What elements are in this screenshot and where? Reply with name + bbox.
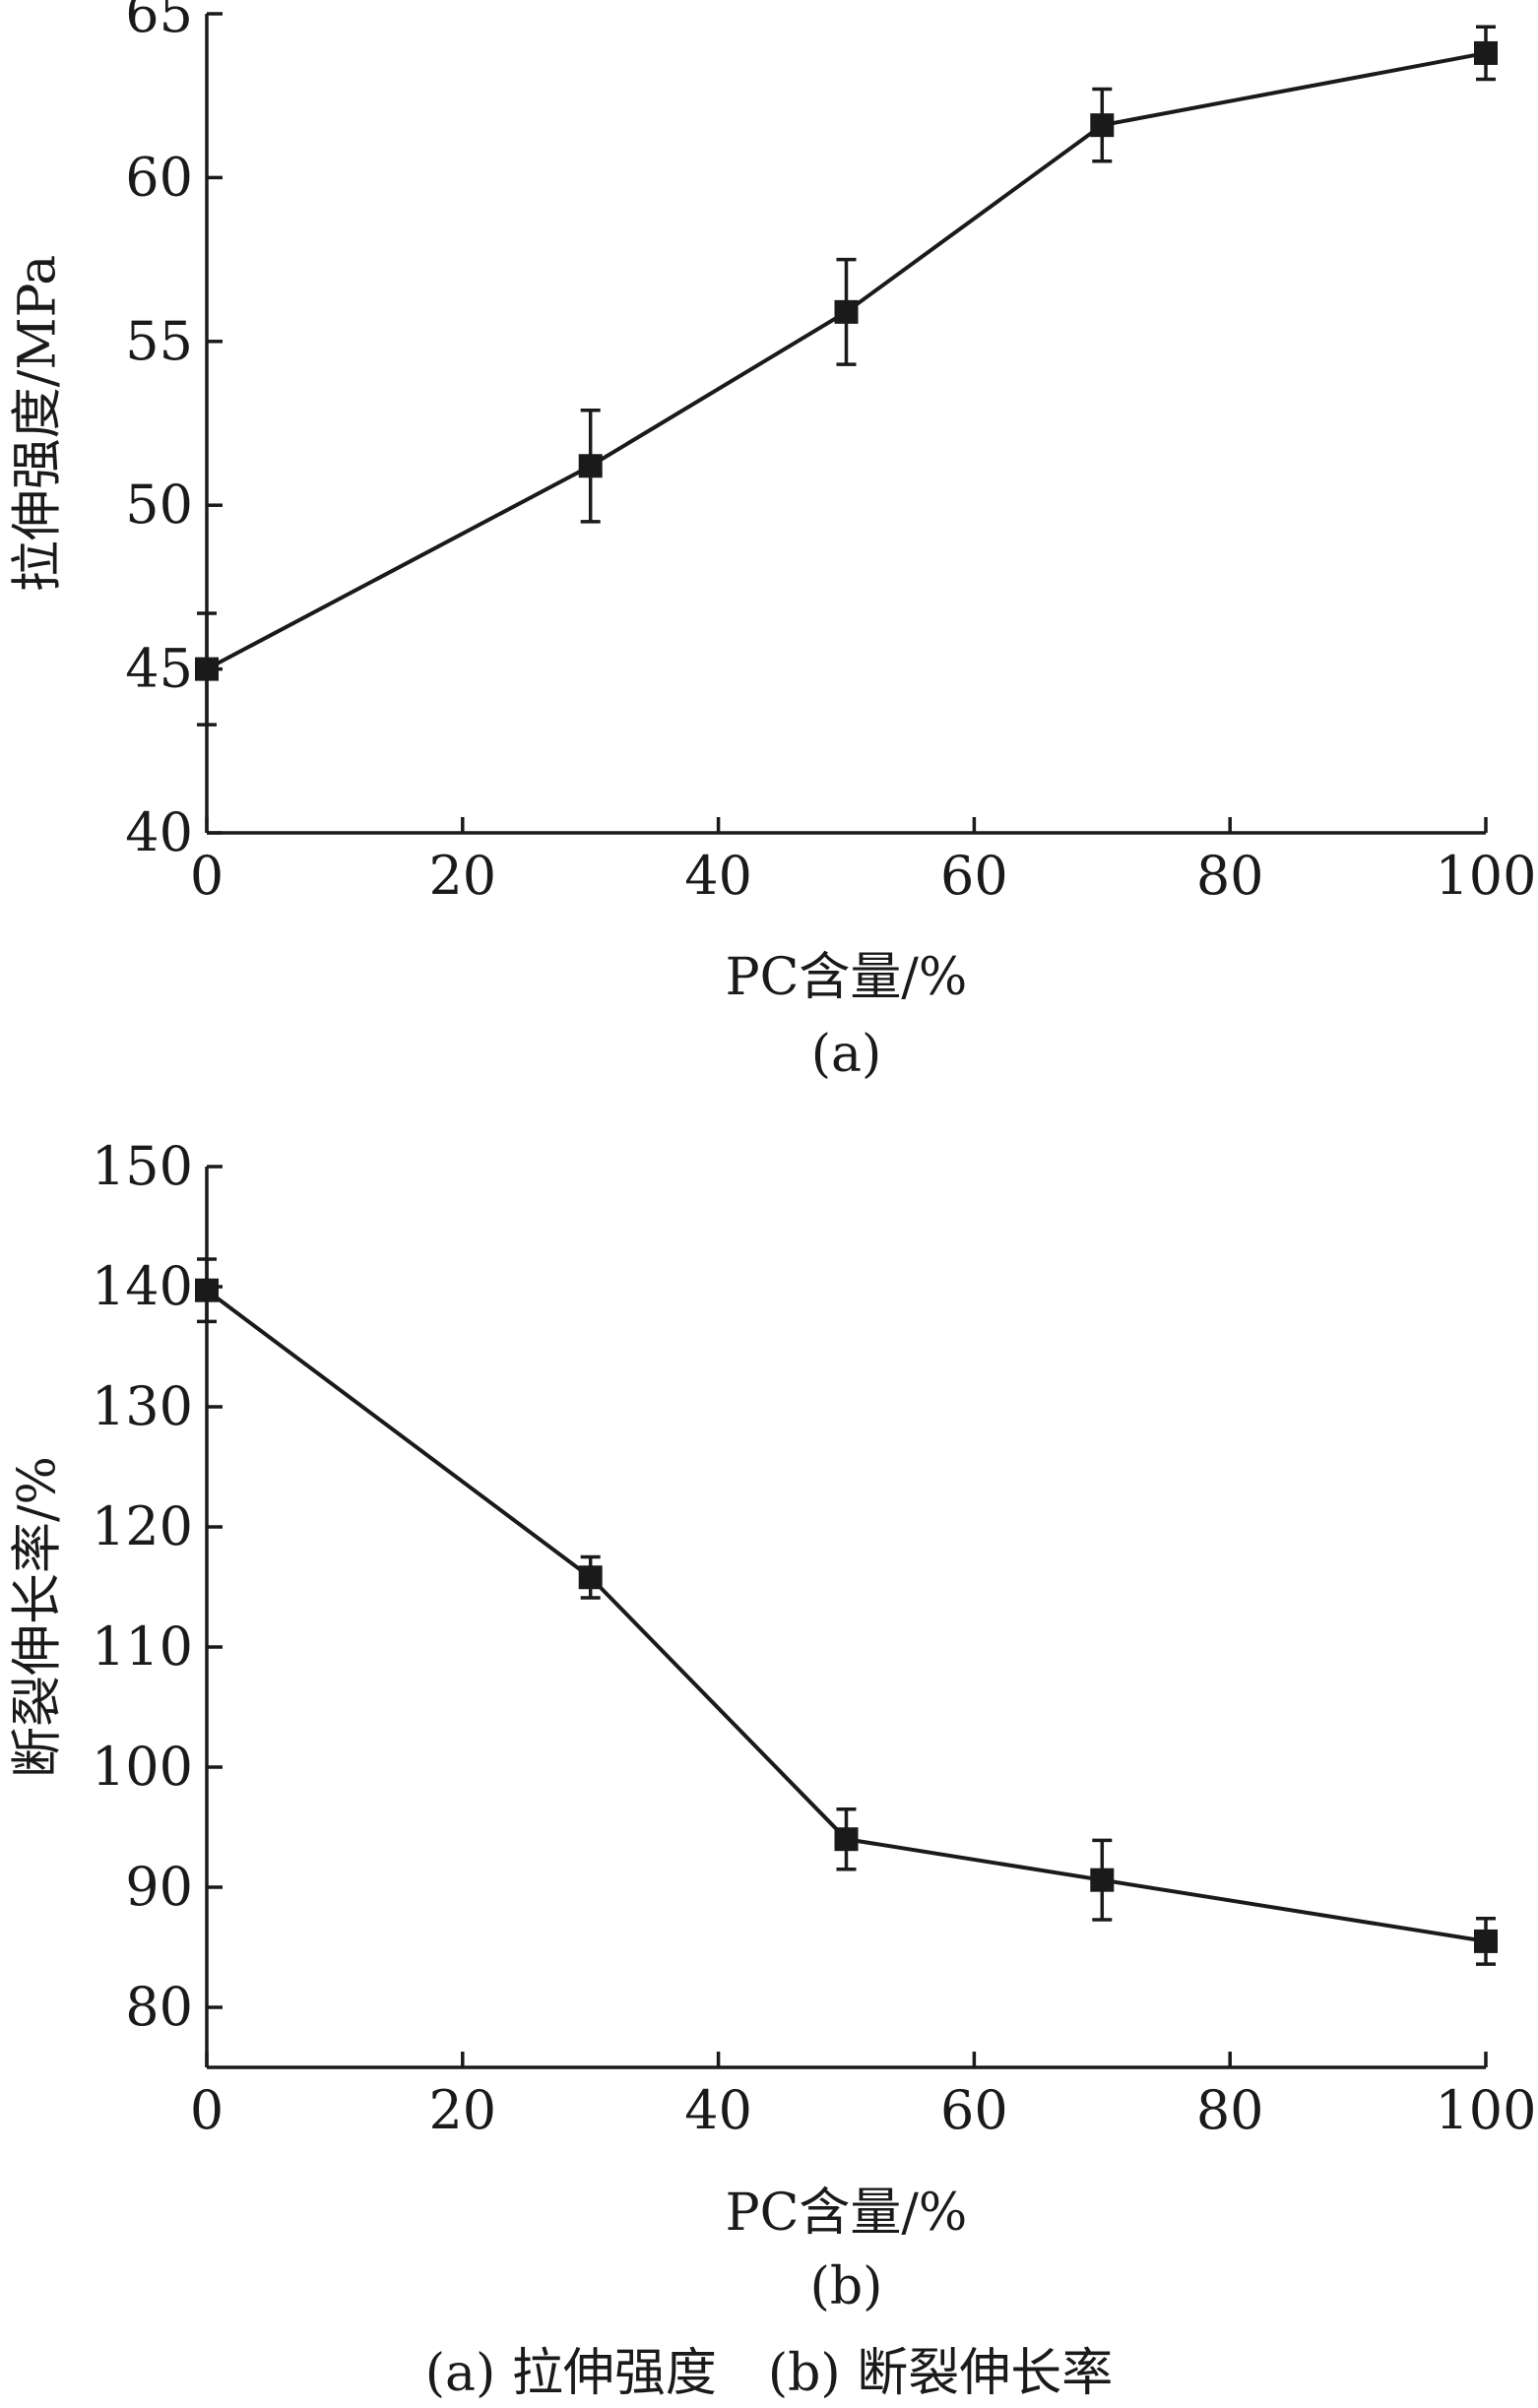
y-tick-label: 80 [125, 1976, 193, 2038]
y-tick-label: 65 [125, 0, 193, 44]
x-tick-label: 40 [684, 2079, 752, 2141]
x-tick-label: 60 [940, 845, 1008, 907]
panel-label: (a) [811, 1025, 882, 1084]
y-tick-label: 150 [92, 1135, 193, 1197]
panel-b-elongation-at-break: 0 20 40 60 80 100 80 90 100 110 120 130 140 150 PC含量/%… [9, 1135, 1537, 2316]
data-point-marker [1090, 113, 1115, 138]
panel-a-tensile-strength: 0 20 40 60 80 100 40 45 50 55 60 65 PC含量/% 拉伸强度/MPa (a… [9, 0, 1537, 1084]
x-tick-label: 40 [684, 845, 752, 907]
data-point-marker [1474, 1929, 1498, 1953]
data-point-marker [834, 299, 859, 324]
y-tick-label: 120 [92, 1495, 193, 1557]
x-tick-label: 0 [190, 2079, 224, 2141]
data-point-marker [1090, 1868, 1115, 1892]
data-point-marker [578, 1565, 603, 1590]
x-tick-label: 100 [1435, 2079, 1536, 2141]
y-tick-label: 110 [92, 1616, 193, 1678]
y-tick-label: 40 [125, 801, 193, 863]
y-tick-label: 130 [92, 1375, 193, 1437]
x-tick-label: 100 [1435, 845, 1536, 907]
x-tick-label: 20 [428, 845, 496, 907]
x-tick-label: 80 [1196, 2079, 1264, 2141]
y-tick-label: 60 [125, 146, 193, 208]
y-tick-label: 90 [125, 1856, 193, 1918]
panel-label: (b) [810, 2257, 883, 2316]
x-tick-label: 0 [190, 845, 224, 907]
data-point-marker [834, 1827, 859, 1852]
y-tick-label: 140 [92, 1255, 193, 1317]
y-tick-label: 55 [125, 310, 193, 372]
x-axis-title: PC含量/% [726, 2184, 968, 2243]
x-tick-label: 80 [1196, 845, 1264, 907]
y-tick-label: 45 [125, 638, 193, 700]
data-point-marker [195, 1278, 219, 1302]
x-axis-title: PC含量/% [726, 948, 968, 1007]
y-tick-label: 100 [92, 1736, 193, 1798]
figure-caption: (a) 拉伸强度 (b) 断裂伸长率 [425, 2344, 1114, 2403]
y-tick-label: 50 [125, 474, 193, 536]
y-axis-title: 拉伸强度/MPa [9, 255, 68, 592]
y-axis-title: 断裂伸长率/% [9, 1456, 68, 1778]
data-point-marker [1474, 40, 1498, 65]
x-tick-label: 60 [940, 2079, 1008, 2141]
data-point-marker [578, 454, 603, 478]
data-point-marker [195, 657, 219, 681]
x-tick-label: 20 [428, 2079, 496, 2141]
